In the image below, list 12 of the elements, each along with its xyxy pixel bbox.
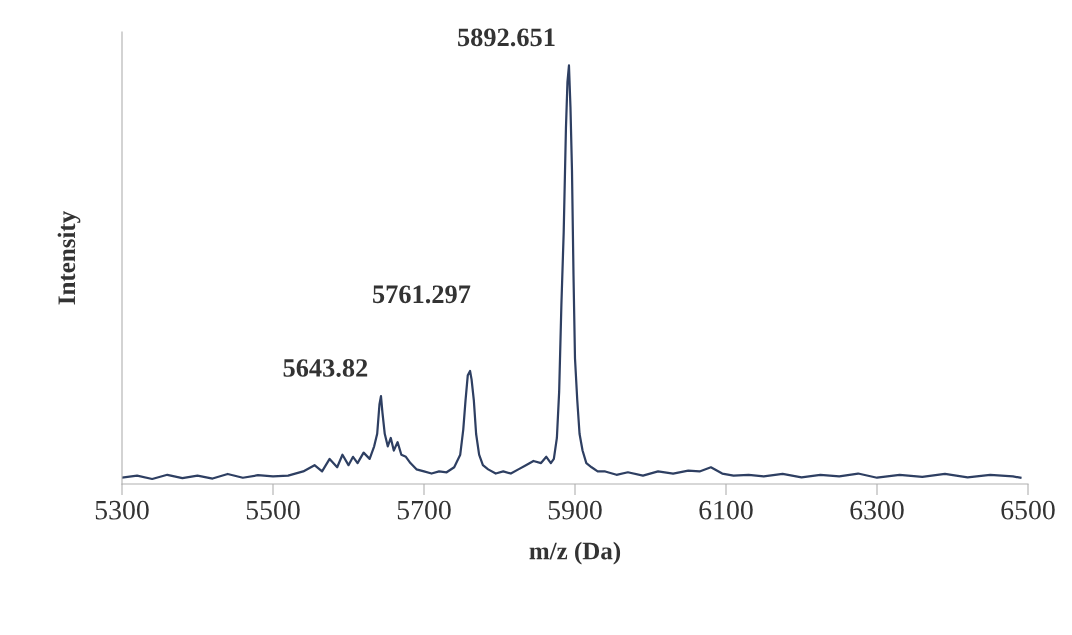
y-axis-title: Intensity bbox=[57, 211, 81, 305]
x-tick-label: 5900 bbox=[548, 500, 602, 520]
x-tick-label: 6300 bbox=[850, 500, 904, 520]
x-axis-title: m/z (Da) bbox=[529, 541, 621, 565]
annotation: 5643.82 bbox=[283, 359, 368, 377]
x-tick-label: 6500 bbox=[1001, 500, 1055, 520]
x-tick-label: 5700 bbox=[397, 500, 451, 520]
annotation: 5892.651 bbox=[458, 28, 555, 47]
x-tick-label: 5500 bbox=[246, 500, 300, 520]
x-tick-label: 5300 bbox=[95, 500, 149, 520]
annotation: 5761.297 bbox=[373, 285, 471, 304]
x-tick-label: 6100 bbox=[699, 500, 753, 520]
